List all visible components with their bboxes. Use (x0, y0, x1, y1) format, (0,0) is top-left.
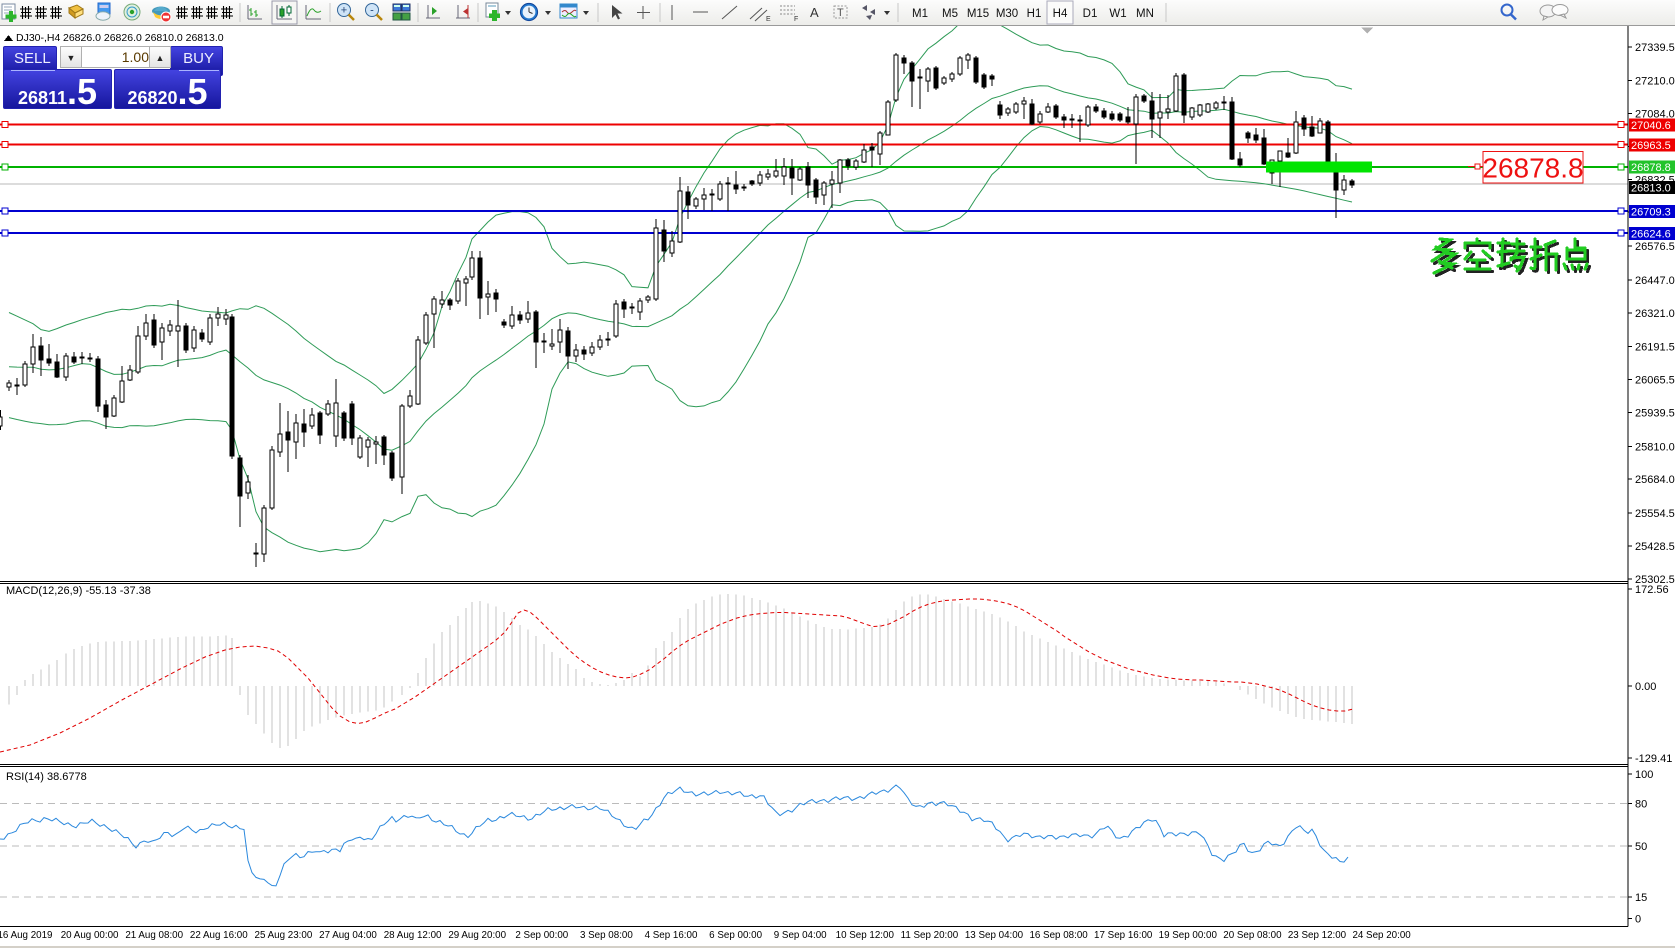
svg-text:25302.5: 25302.5 (1635, 574, 1675, 586)
svg-text:W1: W1 (1109, 8, 1126, 20)
svg-text:E: E (766, 16, 771, 23)
svg-text:26878.8: 26878.8 (1482, 153, 1583, 184)
svg-text:-: - (370, 5, 374, 17)
svg-text:4 Sep 16:00: 4 Sep 16:00 (645, 930, 698, 941)
svg-text:MACD(12,26,9) -55.13 -37.38: MACD(12,26,9) -55.13 -37.38 (6, 585, 151, 597)
svg-text:10 Sep 12:00: 10 Sep 12:00 (836, 930, 895, 941)
svg-text:27339.5: 27339.5 (1635, 42, 1675, 54)
svg-text:50: 50 (1635, 841, 1647, 853)
svg-text:24 Sep 20:00: 24 Sep 20:00 (1352, 930, 1411, 941)
svg-text:26963.5: 26963.5 (1631, 140, 1671, 152)
svg-text:21 Aug 08:00: 21 Aug 08:00 (125, 930, 183, 941)
svg-text:23 Sep 12:00: 23 Sep 12:00 (1288, 930, 1347, 941)
svg-text:2 Sep 00:00: 2 Sep 00:00 (515, 930, 568, 941)
svg-text:13 Sep 04:00: 13 Sep 04:00 (965, 930, 1024, 941)
svg-text:100: 100 (1635, 769, 1653, 781)
svg-text:17 Sep 16:00: 17 Sep 16:00 (1094, 930, 1153, 941)
svg-text:MN: MN (1136, 8, 1154, 20)
svg-text:26191.5: 26191.5 (1635, 342, 1675, 354)
svg-text:25554.5: 25554.5 (1635, 508, 1675, 520)
svg-text:RSI(14) 38.6778: RSI(14) 38.6778 (6, 771, 87, 783)
svg-text:11 Sep 20:00: 11 Sep 20:00 (901, 930, 959, 941)
svg-text:26447.0: 26447.0 (1635, 275, 1675, 287)
svg-text:15: 15 (1635, 892, 1647, 904)
svg-text:16 Aug 2019: 16 Aug 2019 (0, 930, 53, 941)
svg-text:20 Aug 00:00: 20 Aug 00:00 (61, 930, 119, 941)
svg-text:27210.0: 27210.0 (1635, 76, 1675, 88)
svg-text:-129.41: -129.41 (1635, 753, 1672, 765)
svg-text:16 Sep 08:00: 16 Sep 08:00 (1029, 930, 1088, 941)
svg-text:25939.5: 25939.5 (1635, 408, 1675, 420)
svg-text:M5: M5 (942, 8, 958, 20)
svg-text:M15: M15 (967, 8, 989, 20)
svg-text:26709.3: 26709.3 (1631, 206, 1671, 218)
svg-text:26321.0: 26321.0 (1635, 308, 1675, 320)
svg-text:26878.8: 26878.8 (1631, 162, 1671, 174)
svg-text:25684.0: 25684.0 (1635, 474, 1675, 486)
svg-text:27 Aug 04:00: 27 Aug 04:00 (319, 930, 377, 941)
svg-text:M30: M30 (996, 8, 1018, 20)
svg-text:A: A (810, 5, 819, 20)
svg-text:+: + (341, 5, 347, 17)
svg-text:27040.6: 27040.6 (1631, 120, 1671, 132)
svg-text:172.56: 172.56 (1635, 584, 1669, 596)
svg-text:26576.5: 26576.5 (1635, 241, 1675, 253)
svg-text:3 Sep 08:00: 3 Sep 08:00 (580, 930, 633, 941)
svg-text:M1: M1 (912, 8, 928, 20)
svg-text:DJ30-,H4: DJ30-,H4 (16, 32, 61, 44)
svg-text:80: 80 (1635, 798, 1647, 810)
svg-text:D1: D1 (1083, 8, 1098, 20)
svg-text:25 Aug 23:00: 25 Aug 23:00 (255, 930, 313, 941)
svg-text:0.00: 0.00 (1635, 681, 1656, 693)
svg-text:26065.5: 26065.5 (1635, 375, 1675, 387)
svg-text:27084.0: 27084.0 (1635, 109, 1675, 121)
svg-text:T: T (837, 7, 844, 19)
svg-text:9 Sep 04:00: 9 Sep 04:00 (774, 930, 827, 941)
svg-text:29 Aug 20:00: 29 Aug 20:00 (448, 930, 506, 941)
svg-text:28 Aug 12:00: 28 Aug 12:00 (384, 930, 442, 941)
svg-text:26826.0 26826.0 26810.0 26813.: 26826.0 26826.0 26810.0 26813.0 (63, 32, 224, 44)
svg-text:22 Aug 16:00: 22 Aug 16:00 (190, 930, 248, 941)
svg-text:20 Sep 08:00: 20 Sep 08:00 (1223, 930, 1282, 941)
svg-text:H1: H1 (1027, 8, 1042, 20)
svg-text:6 Sep 00:00: 6 Sep 00:00 (709, 930, 762, 941)
svg-text:26624.6: 26624.6 (1631, 229, 1671, 241)
svg-text:25810.0: 25810.0 (1635, 441, 1675, 453)
svg-text:19 Sep 00:00: 19 Sep 00:00 (1159, 930, 1218, 941)
svg-text:25428.5: 25428.5 (1635, 541, 1675, 553)
svg-text:H4: H4 (1053, 8, 1068, 20)
svg-text:0: 0 (1635, 913, 1641, 925)
svg-text:26813.0: 26813.0 (1631, 182, 1671, 194)
svg-text:F: F (794, 16, 798, 23)
